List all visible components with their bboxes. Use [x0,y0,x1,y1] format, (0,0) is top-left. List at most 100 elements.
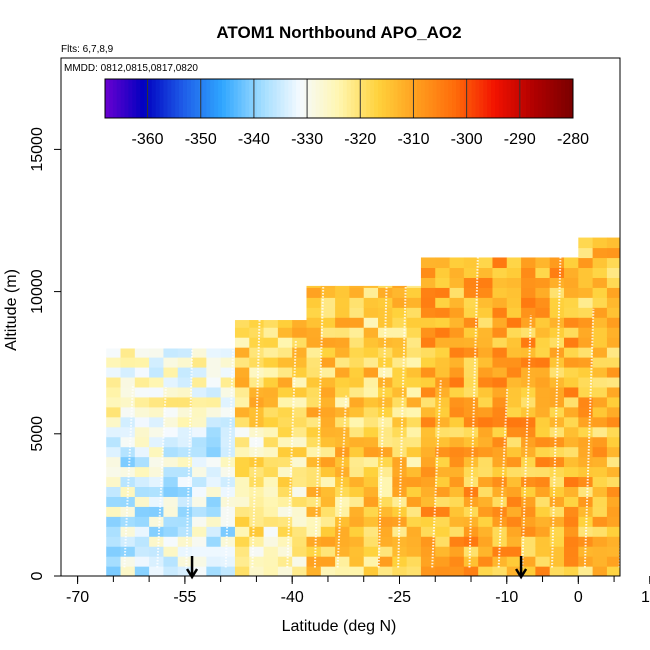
heatmap-cell [106,526,122,537]
heatmap-cell [478,446,494,458]
heatmap-cell [320,496,336,507]
heatmap-cell [564,416,579,428]
heatmap-cell [234,486,250,497]
heatmap-cell [578,416,594,428]
heatmap-cell [349,297,365,308]
heatmap-cell [406,416,422,428]
colorbar-swatch [495,79,500,118]
heatmap-cell [363,287,379,298]
heatmap-cell [636,317,650,328]
colorbar-swatch [288,79,293,118]
heatmap-cell [406,436,422,448]
heatmap-cell [277,556,293,567]
heatmap-cell [564,566,579,576]
heatmap-cell [636,437,650,448]
heatmap-cell [378,406,393,418]
heatmap-cell [306,285,322,288]
heatmap-cell [177,386,193,398]
heatmap-cell [392,287,408,298]
heatmap-cell [106,556,122,567]
heatmap-cell [306,366,322,378]
heatmap-cell [564,496,579,507]
colorbar-swatch [479,79,484,118]
heatmap-cell [292,476,308,488]
heatmap-cell [506,526,522,537]
heatmap-cell [435,327,451,338]
heatmap-cell [192,357,207,368]
colorbar-swatch [171,79,176,118]
heatmap-cell [506,267,522,278]
heatmap-cell [392,426,408,438]
heatmap-cell [306,416,322,428]
colorbar-swatch [463,79,469,118]
heatmap-cell [606,466,620,478]
heatmap-cell [263,486,279,497]
heatmap-cell [263,357,279,368]
heatmap-cell [506,566,522,576]
heatmap-cell [535,297,551,308]
y-axis: 0 5000 10000 15000 [29,127,61,580]
heatmap-cell [449,556,465,567]
heatmap-cell [106,376,122,388]
heatmap-cell [220,396,236,408]
heatmap-cell [234,320,250,328]
heatmap-cell [335,466,351,478]
heatmap-cell [521,317,536,328]
heatmap-cell [320,297,336,308]
heatmap-cell [463,496,479,507]
heatmap-cell [335,357,351,368]
heatmap-cell [435,506,451,517]
heatmap-cell [378,366,393,378]
heatmap-cell [636,407,650,418]
heatmap-cell [392,285,408,288]
heatmap-cell [363,466,379,478]
heatmap-cell [564,426,579,438]
colorbar-tick-label: -320 [344,131,376,148]
heatmap-cell [349,426,365,438]
heatmap-cell [292,546,308,557]
colorbar-swatch [132,79,137,118]
heatmap-cell [378,496,393,507]
heatmap-cell [592,347,608,358]
heatmap-cell [535,546,551,557]
heatmap-cell [449,307,465,318]
colorbar-swatch [167,79,172,118]
heatmap-cell [177,546,193,557]
colorbar-swatch [233,79,239,118]
heatmap-cell [606,307,620,318]
colorbar-swatch [190,79,196,118]
colorbar-swatch [487,79,492,118]
colorbar-swatch [389,79,395,118]
colorbar-swatch [292,79,297,118]
heatmap-cell [306,526,322,537]
heatmap-cell [320,307,336,318]
heatmap-cell [349,386,365,398]
heatmap-cell [349,496,365,507]
heatmap-cell [263,396,279,408]
heatmap-cell [206,396,222,408]
heatmap-cell [134,357,150,368]
heatmap-cell [636,337,650,348]
colorbar-swatch [136,79,141,118]
heatmap-cell [435,366,451,378]
heatmap-cell [592,416,608,428]
heatmap-cell [521,287,536,298]
heatmap-cell [378,347,393,358]
x-tick-label: 0 [574,589,583,606]
heatmap-cell [220,366,236,378]
heatmap-cell [192,556,207,567]
heatmap-cell [363,436,379,448]
heatmap-cell [478,366,494,378]
heatmap-cell [621,238,636,249]
colorbar-swatch [526,79,531,118]
heatmap-cell [263,366,279,378]
colorbar-swatch [483,79,488,118]
heatmap-cell [392,317,408,328]
heatmap-cell [535,267,551,278]
colorbar-swatch [452,79,457,118]
heatmap-cell [578,466,594,478]
heatmap-cell [292,436,308,448]
heatmap-cell [521,546,536,557]
heatmap-cell [220,456,236,468]
heatmap-cell [120,366,136,378]
